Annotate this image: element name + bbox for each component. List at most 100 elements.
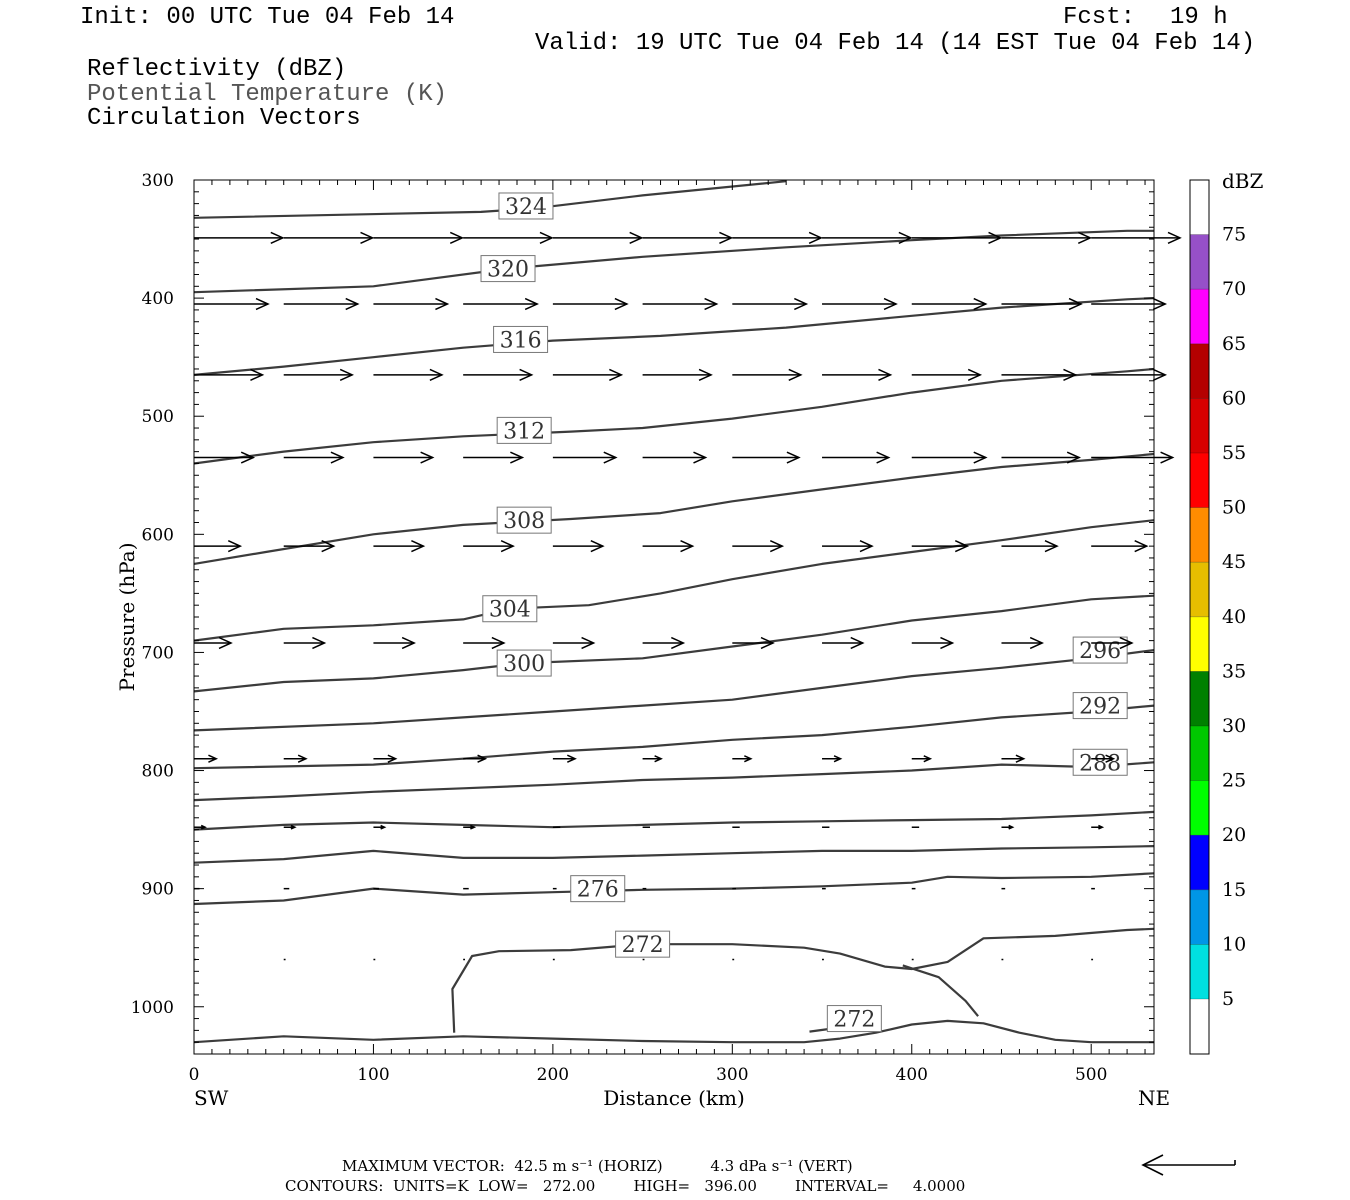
forecast-label: Fcst: xyxy=(1063,4,1136,31)
colorbar-level-label: 35 xyxy=(1222,660,1246,682)
contour-line xyxy=(193,761,1155,802)
contour-line xyxy=(193,180,787,219)
wind-vector-head xyxy=(794,297,809,311)
wind-vector-head xyxy=(1167,231,1182,244)
colorbar-level-label: 30 xyxy=(1222,715,1246,737)
x-tick-label: 0 xyxy=(189,1065,200,1085)
wind-vector-head xyxy=(321,540,336,553)
wind-vector-head xyxy=(883,297,898,311)
wind-vector-head xyxy=(339,368,354,381)
contour-line xyxy=(193,810,1155,831)
wind-vector-head xyxy=(330,451,345,464)
x-tick-label: 200 xyxy=(537,1065,569,1085)
contour-line xyxy=(193,452,1155,565)
wind-vector-head xyxy=(973,451,988,464)
wind-vector-head xyxy=(477,754,488,763)
wind-vector-head xyxy=(500,540,515,553)
contour-line xyxy=(193,872,1155,906)
wind-vector-head xyxy=(1029,636,1045,650)
wind-vector-head xyxy=(603,451,618,464)
wind-vector-head xyxy=(1063,368,1078,381)
wind-vector-head xyxy=(788,368,803,381)
contour-label-box xyxy=(1072,692,1128,720)
colorbar-level-label: 40 xyxy=(1222,606,1246,628)
wind-vector-head xyxy=(954,540,970,553)
colorbar-swatch xyxy=(1190,835,1209,890)
wind-vector-head xyxy=(769,540,785,553)
contour-label: 276 xyxy=(577,878,619,903)
contour-label-box xyxy=(826,1005,882,1033)
colorbar-level-label: 5 xyxy=(1222,988,1234,1010)
colorbar-level-label: 20 xyxy=(1222,824,1246,846)
wind-vector-head xyxy=(1015,754,1026,763)
colorbar-level-label: 55 xyxy=(1222,442,1246,464)
wind-vector-head xyxy=(297,754,308,763)
wind-vector-head xyxy=(1077,231,1093,244)
colorbar-level-label: 25 xyxy=(1222,770,1246,792)
wind-vector-head xyxy=(360,231,375,244)
colorbar-swatch xyxy=(1190,562,1209,617)
contour-line xyxy=(193,297,1155,376)
colorbar-level-label: 15 xyxy=(1222,879,1246,901)
colorbar-swatch xyxy=(1190,780,1209,836)
contour-label-box xyxy=(493,325,549,353)
wind-vector-head xyxy=(435,297,450,311)
colorbar-swatch xyxy=(1190,453,1209,508)
contour-line xyxy=(193,594,1155,693)
wind-vector-head xyxy=(859,540,874,553)
wind-vector-head xyxy=(567,754,577,763)
wind-vector-head xyxy=(401,636,416,650)
colorbar-level-label: 65 xyxy=(1222,333,1246,355)
field-circulation-vectors: Circulation Vectors xyxy=(87,105,361,132)
wind-vector-head xyxy=(200,824,207,830)
wind-vector-head xyxy=(614,297,629,311)
contour-line xyxy=(193,704,1155,770)
wind-vector-head xyxy=(680,540,695,553)
contour-label-box xyxy=(496,506,552,534)
field-potential-temperature: Potential Temperature (K) xyxy=(87,81,448,108)
contour-label-box xyxy=(480,255,536,283)
wind-vector-head xyxy=(227,540,243,553)
colorbar-level-label: 45 xyxy=(1222,551,1246,573)
contour-line xyxy=(451,927,1155,1033)
contour-label-box xyxy=(1072,636,1128,664)
wind-vector-head xyxy=(429,368,444,381)
wind-vector-head xyxy=(1044,540,1059,553)
colorbar-level-label: 10 xyxy=(1222,933,1246,955)
wind-vector-head xyxy=(940,636,955,650)
contour-label: 272 xyxy=(833,1008,875,1033)
contour-line xyxy=(193,1019,1154,1044)
valid-time: Valid: 19 UTC Tue 04 Feb 14 (14 EST Tue … xyxy=(535,30,1256,57)
wind-vector-head xyxy=(510,451,525,464)
wind-vector-head xyxy=(850,636,865,650)
wind-vector-head xyxy=(898,231,913,244)
init-time: Init: 00 UTC Tue 04 Feb 14 xyxy=(80,4,455,31)
x-tick-label: 300 xyxy=(716,1065,748,1085)
ne-label: NE xyxy=(1138,1086,1170,1110)
wind-vector-head xyxy=(1068,297,1083,311)
contour-line xyxy=(193,229,1154,294)
wind-vector-head xyxy=(654,755,663,763)
y-tick-label: 600 xyxy=(142,525,174,545)
wind-vector-head xyxy=(1152,368,1168,381)
colorbar-swatch xyxy=(1190,616,1209,672)
contour-label-box xyxy=(1072,748,1128,776)
wind-vector-head xyxy=(744,755,753,763)
y-tick-label: 900 xyxy=(142,880,174,900)
contour-label: 300 xyxy=(503,652,545,677)
colorbar-swatch xyxy=(1190,726,1209,781)
contour-line xyxy=(193,519,1155,642)
wind-vector-head xyxy=(345,297,360,311)
wind-vector-head xyxy=(255,297,270,311)
x-axis-label: Distance (km) xyxy=(603,1086,745,1110)
y-tick-label: 500 xyxy=(142,407,174,427)
wind-vector-head xyxy=(387,754,398,763)
wind-vector-head xyxy=(1134,540,1149,553)
contour-label: 320 xyxy=(487,258,529,283)
wind-vector-head xyxy=(312,636,327,650)
contour-label-box xyxy=(570,875,626,903)
contour-line xyxy=(902,964,979,1017)
contour-label-box xyxy=(615,930,671,958)
